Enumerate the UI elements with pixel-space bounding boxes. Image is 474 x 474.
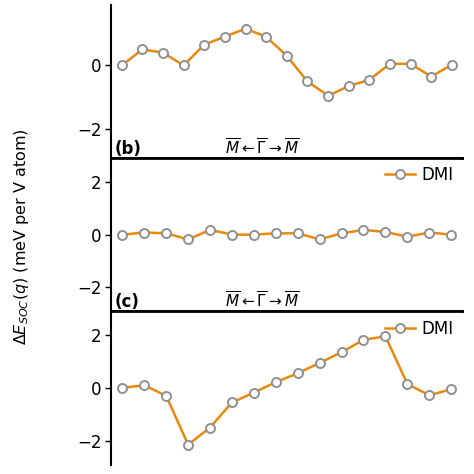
Legend: DMI: DMI [385, 319, 454, 337]
Legend: DMI: DMI [385, 166, 454, 184]
Text: $\overline{M}\leftarrow\overline{\Gamma}\rightarrow\overline{M}$: $\overline{M}\leftarrow\overline{\Gamma}… [225, 291, 300, 311]
Text: $\overline{M}\leftarrow\overline{\Gamma}\rightarrow\overline{M}$: $\overline{M}\leftarrow\overline{\Gamma}… [225, 138, 300, 158]
Text: $\Delta E_{SOC}(q)$ (meV per V atom): $\Delta E_{SOC}(q)$ (meV per V atom) [12, 128, 31, 346]
Text: (b): (b) [115, 140, 142, 158]
Text: (c): (c) [115, 293, 140, 311]
